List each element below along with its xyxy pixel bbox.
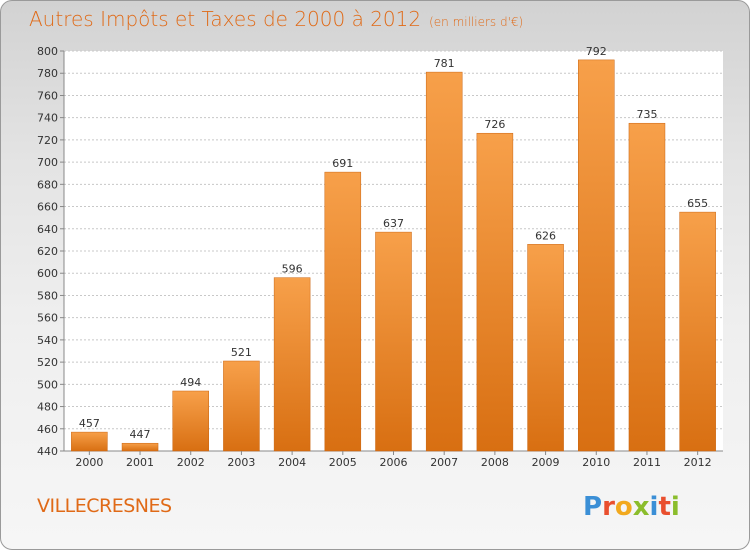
data-label: 494: [180, 376, 201, 389]
y-tick-label: 780: [37, 67, 58, 80]
y-tick-label: 480: [37, 401, 58, 414]
commune-name: VILLECRESNES: [37, 495, 172, 517]
y-tick-label: 500: [37, 378, 58, 391]
y-tick-label: 620: [37, 245, 58, 258]
y-tick-label: 740: [37, 112, 58, 125]
data-label: 596: [282, 263, 303, 276]
bar: [628, 122, 666, 452]
y-tick-label: 460: [37, 423, 58, 436]
y-tick-label: 700: [37, 156, 58, 169]
data-label: 626: [535, 229, 556, 242]
x-tick-label: 2011: [633, 456, 661, 469]
bar: [578, 59, 615, 452]
bar: [223, 360, 260, 452]
y-tick-label: 660: [37, 201, 58, 214]
data-label: 637: [383, 217, 404, 230]
proxiti-logo: Proxiti: [583, 492, 680, 522]
bar: [425, 71, 463, 452]
x-tick-label: 2007: [430, 456, 458, 469]
x-tick-label: 2004: [278, 456, 306, 469]
bar: [527, 244, 564, 452]
y-tick-label: 560: [37, 312, 58, 325]
data-label: 691: [332, 157, 353, 170]
y-tick-label: 720: [37, 134, 58, 147]
logo-letter: r: [602, 492, 615, 522]
x-tick-label: 2008: [481, 456, 509, 469]
data-label: 447: [130, 428, 151, 441]
x-tick-label: 2006: [380, 456, 408, 469]
x-tick-label: 2002: [177, 456, 205, 469]
chart-subtitle: (en milliers d'€): [429, 15, 524, 29]
bar: [273, 277, 311, 452]
logo-letter: i: [649, 492, 659, 522]
data-label: 655: [687, 197, 708, 210]
data-label: 735: [636, 108, 657, 121]
bar: [476, 132, 514, 452]
data-label: 457: [79, 417, 100, 430]
chart-title-text: Autres Impôts et Taxes de 2000 à 2012: [29, 7, 422, 31]
x-tick-label: 2009: [532, 456, 560, 469]
y-tick-label: 600: [37, 267, 58, 280]
y-tick-label: 680: [37, 178, 58, 191]
data-label: 521: [231, 346, 252, 359]
x-tick-label: 2003: [227, 456, 255, 469]
x-tick-label: 2012: [684, 456, 712, 469]
bar: [679, 211, 716, 452]
bar: [324, 171, 362, 452]
y-tick-label: 540: [37, 334, 58, 347]
x-tick-label: 2001: [126, 456, 154, 469]
bar: [71, 431, 108, 452]
chart-title: Autres Impôts et Taxes de 2000 à 2012 (en…: [29, 7, 523, 31]
y-tick-label: 800: [37, 45, 58, 58]
y-tick-label: 760: [37, 89, 58, 102]
bar: [121, 442, 159, 452]
logo-letter: t: [658, 492, 671, 522]
data-label: 726: [484, 118, 505, 131]
x-tick-label: 2010: [582, 456, 610, 469]
data-label: 792: [586, 45, 607, 58]
logo-letter: x: [632, 492, 650, 522]
bar: [375, 231, 412, 452]
data-label: 781: [434, 57, 455, 70]
y-tick-label: 520: [37, 356, 58, 369]
x-tick-label: 2005: [329, 456, 357, 469]
x-tick-label: 2000: [75, 456, 103, 469]
y-tick-label: 640: [37, 223, 58, 236]
logo-letter: P: [583, 492, 603, 522]
y-tick-label: 440: [37, 445, 58, 458]
logo-letter: o: [614, 492, 633, 522]
bar: [172, 390, 209, 452]
logo-letter: i: [670, 492, 680, 522]
y-tick-label: 580: [37, 289, 58, 302]
